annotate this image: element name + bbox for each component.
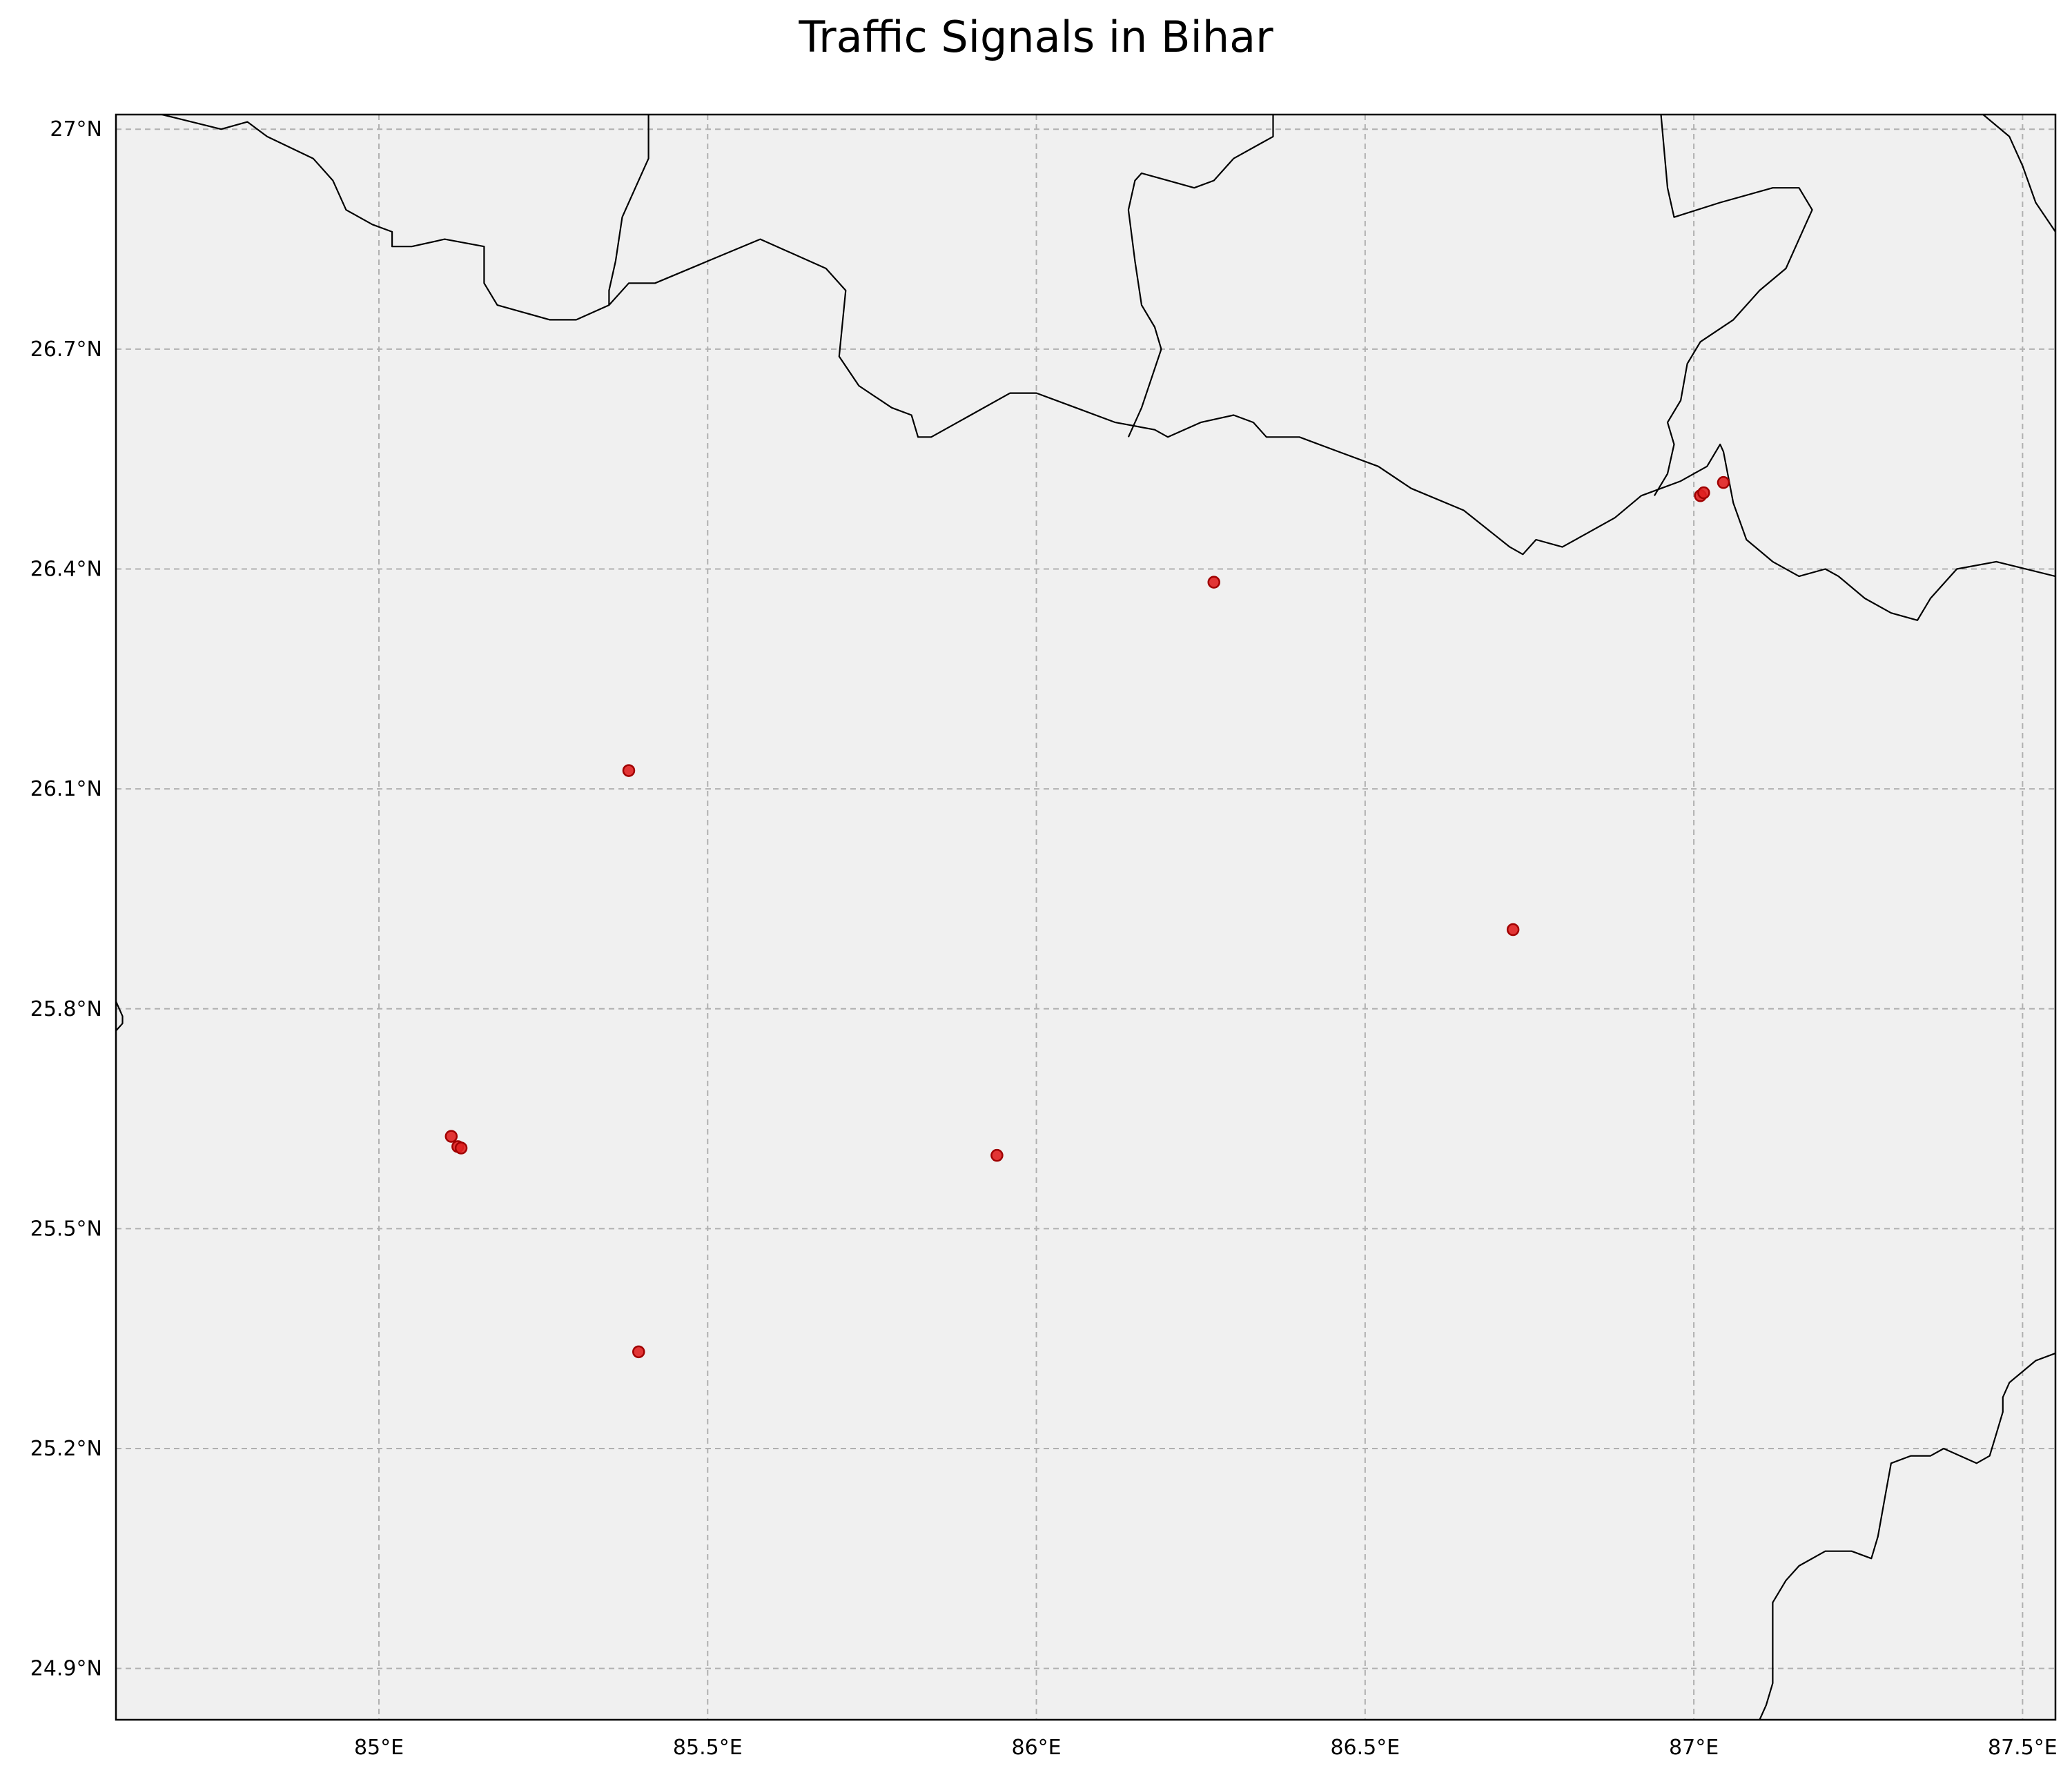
lat-tick-label: 24.9°N xyxy=(30,1657,102,1681)
lon-tick-label: 85.5°E xyxy=(673,1736,743,1760)
lon-tick-label: 87.5°E xyxy=(1988,1736,2058,1760)
lat-tick-label: 27°N xyxy=(50,117,102,141)
lon-tick-label: 86°E xyxy=(1011,1736,1061,1760)
lon-tick-label: 87°E xyxy=(1669,1736,1719,1760)
lat-tick-label: 26.7°N xyxy=(30,337,102,362)
traffic-signal-marker xyxy=(1717,475,1730,489)
border-line xyxy=(162,115,2055,621)
lat-tick-label: 26.1°N xyxy=(30,777,102,801)
map-background xyxy=(116,115,2055,1720)
border-line xyxy=(1127,115,1274,438)
lon-tick-label: 86.5°E xyxy=(1330,1736,1400,1760)
border-line xyxy=(608,115,649,306)
border-line xyxy=(1982,115,2055,233)
traffic-signal-marker xyxy=(454,1141,468,1155)
country-borders xyxy=(116,115,2055,1720)
traffic-signal-points xyxy=(444,475,1730,1359)
gridlines xyxy=(116,115,2055,1720)
longitude-ticks: 85°E 85.5°E 86°E 86.5°E 87°E 87.5°E xyxy=(354,1736,2058,1760)
traffic-signal-marker xyxy=(632,1345,645,1359)
lon-tick-label: 85°E xyxy=(354,1736,404,1760)
traffic-signal-marker xyxy=(1506,923,1520,936)
plot-frame xyxy=(115,113,2057,1721)
traffic-signal-marker xyxy=(622,764,636,777)
border-line xyxy=(116,1001,124,1032)
lat-tick-label: 26.4°N xyxy=(30,558,102,582)
traffic-signal-marker xyxy=(444,1130,458,1143)
map-title: Traffic Signals in Bihar xyxy=(799,12,1273,62)
border-line xyxy=(1759,1352,2055,1720)
traffic-signal-marker xyxy=(1207,576,1220,589)
border-line xyxy=(1653,115,1813,496)
traffic-signal-marker xyxy=(1697,486,1710,500)
traffic-signal-marker xyxy=(990,1148,1004,1162)
lat-tick-label: 25.5°N xyxy=(30,1217,102,1241)
lat-tick-label: 25.2°N xyxy=(30,1437,102,1461)
latitude-ticks: 24.9°N 25.2°N 25.5°N 25.8°N 26.1°N 26.4°N 26.7… xyxy=(30,117,102,1680)
lat-tick-label: 25.8°N xyxy=(30,997,102,1021)
